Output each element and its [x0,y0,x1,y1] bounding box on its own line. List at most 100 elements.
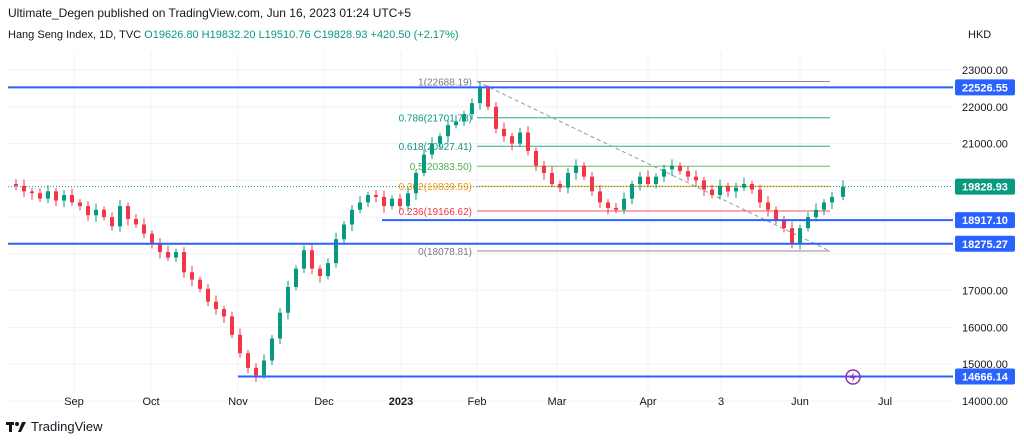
candle-body [606,202,610,208]
support-resistance-lines[interactable]: 22526.55 18917.10 18275.27 14666.14 19828.93 [8,79,1015,385]
candle-body [678,165,682,172]
candle-body [310,250,314,269]
candle-body [774,209,778,221]
candle-body [182,252,186,273]
y-tick-label: 23000.00 [962,65,1008,77]
candle-body [534,150,538,166]
candle-body [841,186,845,197]
candle-body [102,209,106,218]
candle-body [78,202,82,207]
fib-level-label: 0.5(20383.50) [410,162,472,173]
candle-body [342,224,346,240]
price-tag-box [955,368,1015,385]
fib-level-label: 0.236(19166.62) [399,207,472,218]
time-axis[interactable]: Sep Oct Nov Dec 2023 Feb Mar Apr 3 Jun Jul [64,396,892,408]
last-price-box [955,178,1015,195]
candle-body [206,288,210,302]
candle-body [22,185,26,192]
symbol-name[interactable]: Hang Seng Index, 1D, TVC [8,29,142,41]
fib-level-label: 1(22688.19) [418,77,472,88]
price-tag-label: 14666.14 [962,372,1009,384]
y-tick-label: 15000.00 [962,359,1008,371]
price-tag-box [955,79,1015,96]
trendline[interactable] [476,81,831,252]
candle-body [222,309,226,317]
candle-body [262,360,266,376]
open-value: O19626.80 [144,29,199,41]
candle-body [150,233,154,243]
candle-body [246,353,250,368]
candle-body [334,239,338,264]
candle-body [470,103,474,115]
candle-body [542,165,546,173]
candle-body [38,193,42,199]
candle-body [254,367,258,376]
candle-body [742,184,746,188]
fibonacci-retracement[interactable]: 1(22688.19) 0.786(21701.78) 0.618(20927.41… [399,77,830,258]
candle-body [238,334,242,354]
x-tick-label: Nov [228,396,248,408]
x-tick-label: Oct [142,396,159,408]
y-tick-label: 21000.00 [962,139,1008,151]
x-tick-label: 2023 [389,396,413,408]
candle-body [478,88,482,104]
candle-body [358,202,362,210]
candle-body [462,114,466,122]
footer-brand[interactable]: TradingView [31,419,103,434]
candle-body [726,185,730,192]
candle-body [70,195,74,203]
candle-body [158,242,162,253]
tradingview-logo-icon [6,421,26,432]
x-tick-label: Sep [64,396,84,408]
candle-body [142,224,146,234]
candle-body [454,121,458,126]
x-tick-label: Jul [878,396,892,408]
candle-body [790,228,794,243]
last-price-label: 19828.93 [962,182,1008,194]
candle-body [406,193,410,207]
x-tick-label: 3 [718,396,724,408]
candle-body [286,286,290,313]
lightning-icon[interactable] [845,369,861,385]
x-tick-label: Jun [791,396,809,408]
high-value: H19832.20 [201,29,256,41]
candle-body [302,250,306,269]
candle-body [590,176,594,192]
trendline-line [476,81,831,252]
candle-body [550,172,554,185]
candle-body [686,171,690,177]
candle-body [710,189,714,196]
candle-body [718,185,722,196]
candle-body [382,196,386,207]
candle-body [638,176,642,185]
currency-label: HKD [968,29,992,41]
candle-body [582,165,586,177]
candle-body [398,198,402,207]
y-tick-label: 16000.00 [962,322,1008,334]
price-tag-box [955,235,1015,252]
candle-body [278,312,282,339]
symbol-legend: Hang Seng Index, 1D, TVC O19626.80 H1983… [8,29,459,41]
candle-body [166,252,170,258]
candle-body [694,176,698,181]
candle-body [438,136,442,144]
candle-body [110,217,114,227]
price-tag-label: 22526.55 [962,82,1008,94]
low-value: L19510.76 [258,29,311,41]
candle-body [798,228,802,243]
x-tick-label: Dec [314,396,334,408]
price-tag-label: 18917.10 [962,215,1008,227]
candle-body [318,268,322,276]
candle-body [662,169,666,177]
price-axis[interactable]: 14000.00 15000.00 16000.00 17000.00 21000.00… [962,65,1008,408]
candle-body [198,279,202,289]
candle-body [14,184,18,186]
candle-body [598,191,602,203]
candle-body [558,184,562,188]
candle-body [374,195,378,197]
footer: TradingView [6,419,103,434]
candle-body [270,338,274,361]
fib-level-label: 0.382(19839.59) [399,182,472,193]
candle-body [734,187,738,192]
